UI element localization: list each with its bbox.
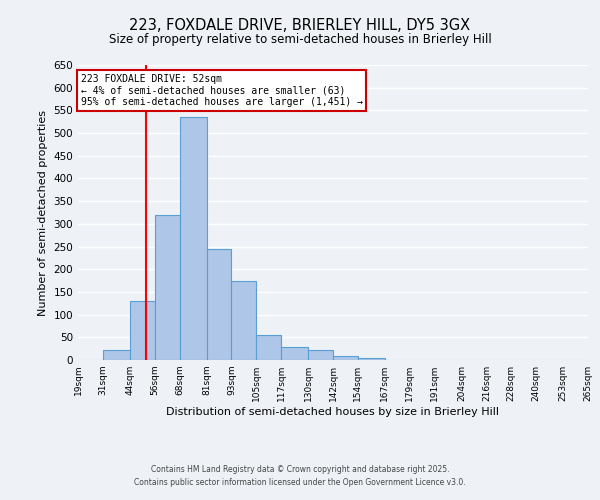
- Bar: [308, 350, 333, 360]
- Bar: [358, 358, 385, 360]
- Bar: [256, 335, 281, 360]
- Bar: [232, 280, 256, 360]
- Y-axis label: Number of semi-detached properties: Number of semi-detached properties: [38, 110, 48, 316]
- Bar: [179, 117, 206, 360]
- Bar: [103, 350, 130, 360]
- Text: 223, FOXDALE DRIVE, BRIERLEY HILL, DY5 3GX: 223, FOXDALE DRIVE, BRIERLEY HILL, DY5 3…: [130, 18, 470, 32]
- X-axis label: Distribution of semi-detached houses by size in Brierley Hill: Distribution of semi-detached houses by …: [167, 407, 499, 417]
- Text: Size of property relative to semi-detached houses in Brierley Hill: Size of property relative to semi-detach…: [109, 32, 491, 46]
- Bar: [333, 356, 358, 360]
- Bar: [281, 348, 308, 360]
- Bar: [206, 249, 232, 360]
- Bar: [130, 301, 155, 360]
- Text: Contains public sector information licensed under the Open Government Licence v3: Contains public sector information licen…: [134, 478, 466, 487]
- Bar: [155, 215, 179, 360]
- Text: 223 FOXDALE DRIVE: 52sqm
← 4% of semi-detached houses are smaller (63)
95% of se: 223 FOXDALE DRIVE: 52sqm ← 4% of semi-de…: [80, 74, 362, 107]
- Text: Contains HM Land Registry data © Crown copyright and database right 2025.: Contains HM Land Registry data © Crown c…: [151, 466, 449, 474]
